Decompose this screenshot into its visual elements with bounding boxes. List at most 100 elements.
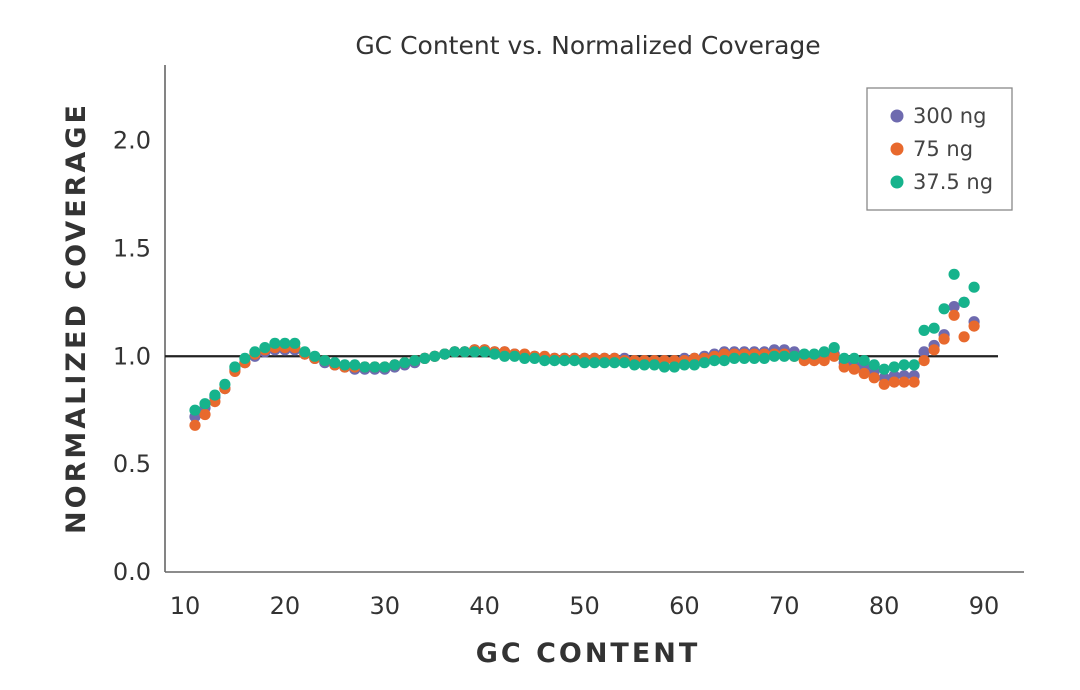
chart-title: GC Content vs. Normalized Coverage xyxy=(355,31,820,60)
data-point xyxy=(289,337,301,349)
legend-marker-37-5ng xyxy=(890,175,904,189)
data-point xyxy=(469,346,481,358)
legend-marker-75ng xyxy=(890,142,904,156)
data-point xyxy=(309,350,321,362)
data-point xyxy=(429,350,441,362)
data-point xyxy=(499,350,511,362)
data-point xyxy=(638,359,651,371)
data-point xyxy=(798,348,810,360)
data-point xyxy=(768,350,780,362)
data-point xyxy=(858,367,870,380)
data-point xyxy=(718,355,730,367)
data-point xyxy=(449,346,461,358)
data-point xyxy=(808,348,820,360)
data-point xyxy=(529,352,541,364)
data-point xyxy=(818,355,830,367)
x-axis-label: GC CONTENT xyxy=(476,638,701,669)
data-point xyxy=(189,419,201,431)
data-point xyxy=(948,268,960,280)
legend-label-37-5ng: 37.5 ng xyxy=(913,170,993,194)
data-point xyxy=(269,337,281,349)
legend-label-75ng: 75 ng xyxy=(913,137,973,161)
data-point xyxy=(828,342,840,354)
data-point xyxy=(628,359,641,371)
data-point xyxy=(558,355,571,367)
data-point xyxy=(578,357,591,369)
data-point xyxy=(389,359,401,371)
data-point xyxy=(928,322,940,334)
legend-label-300ng: 300 ng xyxy=(913,104,986,128)
data-point xyxy=(319,355,331,367)
data-point xyxy=(778,350,790,362)
y-tick-label: 1.0 xyxy=(113,342,151,370)
data-point xyxy=(918,346,930,358)
data-point xyxy=(489,348,501,360)
data-point xyxy=(938,303,950,315)
data-point xyxy=(259,342,271,354)
data-point xyxy=(199,398,211,410)
data-point xyxy=(459,346,471,358)
data-point xyxy=(738,352,750,364)
data-point xyxy=(838,352,850,364)
data-point xyxy=(818,346,830,358)
data-point xyxy=(838,361,850,373)
data-point xyxy=(848,363,860,375)
y-tick-labels: 0.0 0.5 1.0 1.5 2.0 xyxy=(113,127,151,586)
data-point xyxy=(848,352,860,364)
data-point xyxy=(379,361,391,373)
y-tick-label: 0.0 xyxy=(113,558,151,586)
data-point xyxy=(199,408,211,421)
series-75-ng xyxy=(189,309,980,431)
x-tick-label: 50 xyxy=(569,592,600,620)
data-point xyxy=(908,359,920,371)
data-point xyxy=(299,346,311,358)
data-point xyxy=(249,346,261,358)
legend: 300 ng 75 ng 37.5 ng xyxy=(866,87,1013,211)
data-point xyxy=(539,355,551,367)
data-point xyxy=(878,363,890,375)
data-point xyxy=(189,404,201,416)
data-point xyxy=(928,344,940,356)
data-point xyxy=(758,352,770,364)
x-tick-label: 20 xyxy=(270,592,301,620)
data-point xyxy=(948,301,960,313)
data-point xyxy=(229,361,241,373)
data-point xyxy=(948,309,960,321)
x-tick-label: 40 xyxy=(469,592,500,620)
y-tick-label: 1.5 xyxy=(113,234,151,262)
legend-marker-300ng xyxy=(890,109,904,123)
data-point xyxy=(678,359,691,371)
data-point xyxy=(708,355,721,367)
x-tick-label: 10 xyxy=(170,592,201,620)
data-point xyxy=(598,357,611,369)
x-tick-labels: 10 20 30 40 50 60 70 80 90 xyxy=(170,592,1000,620)
data-point xyxy=(359,361,371,373)
data-point xyxy=(369,361,381,373)
data-point xyxy=(219,378,231,390)
data-point xyxy=(608,357,621,369)
data-point xyxy=(958,331,970,343)
data-point xyxy=(409,355,421,367)
data-point xyxy=(968,320,980,332)
data-point xyxy=(339,359,351,371)
data-point xyxy=(648,359,661,371)
data-point xyxy=(868,359,880,371)
data-point xyxy=(898,376,910,388)
data-point xyxy=(918,324,930,336)
data-point xyxy=(888,376,900,388)
data-point xyxy=(399,357,411,369)
data-point xyxy=(568,355,581,367)
data-point xyxy=(788,350,800,362)
data-point xyxy=(508,350,521,362)
data-point xyxy=(698,357,711,369)
x-tick-label: 60 xyxy=(669,592,700,620)
data-point xyxy=(209,389,221,401)
y-tick-label: 0.5 xyxy=(113,450,151,478)
data-point xyxy=(279,337,291,349)
series-37-5-ng xyxy=(189,268,980,416)
data-point xyxy=(548,355,561,367)
data-point xyxy=(668,361,681,373)
data-point xyxy=(918,355,930,367)
y-tick-label: 2.0 xyxy=(113,127,151,155)
